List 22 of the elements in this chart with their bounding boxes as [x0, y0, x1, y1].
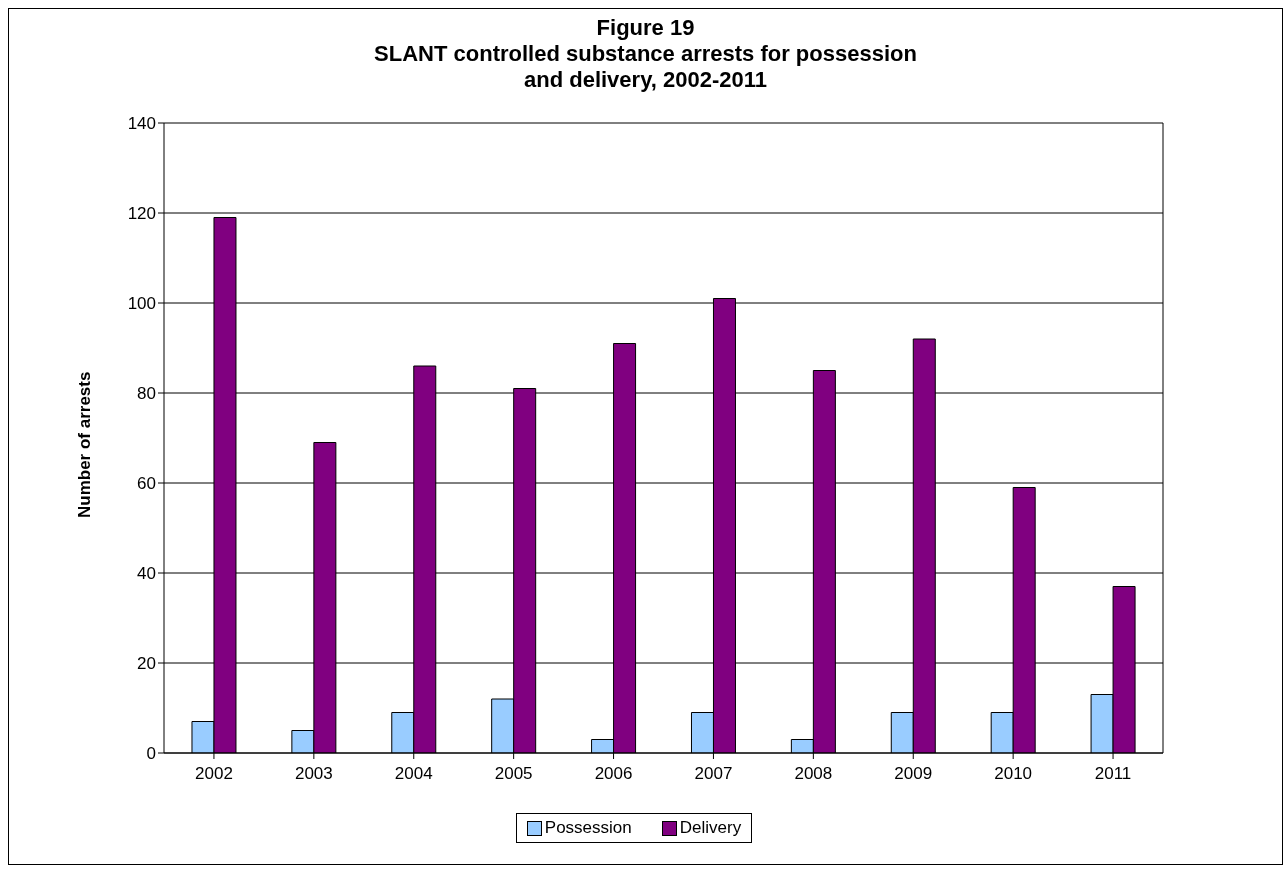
y-tick-label: 100 [127, 294, 156, 314]
y-axis-title: Number of arrests [75, 371, 95, 518]
x-tick-label: 2008 [794, 764, 833, 784]
x-tick-label: 2003 [294, 764, 333, 784]
x-tick-label: 2009 [894, 764, 933, 784]
y-tick-label: 120 [127, 204, 156, 224]
chart-title: Figure 19 SLANT controlled substance arrests for possession and delivery, 2002-2011 [373, 14, 918, 93]
x-tick-label: 2006 [594, 764, 633, 784]
legend-label: Possession [543, 818, 632, 838]
y-tick-label: 140 [127, 114, 156, 134]
y-tick-label: 0 [146, 744, 156, 764]
y-tick-label: 40 [137, 564, 156, 584]
x-tick-label: 2010 [994, 764, 1033, 784]
y-tick-label: 60 [137, 474, 156, 494]
x-tick-label: 2005 [494, 764, 533, 784]
x-tick-label: 2011 [1094, 764, 1132, 784]
y-tick-label: 20 [137, 654, 156, 674]
x-tick-label: 2002 [195, 764, 233, 784]
legend-label: Delivery [678, 818, 742, 838]
y-tick-label: 80 [137, 384, 156, 404]
x-tick-label: 2004 [394, 764, 433, 784]
x-tick-label: 2007 [694, 764, 733, 784]
